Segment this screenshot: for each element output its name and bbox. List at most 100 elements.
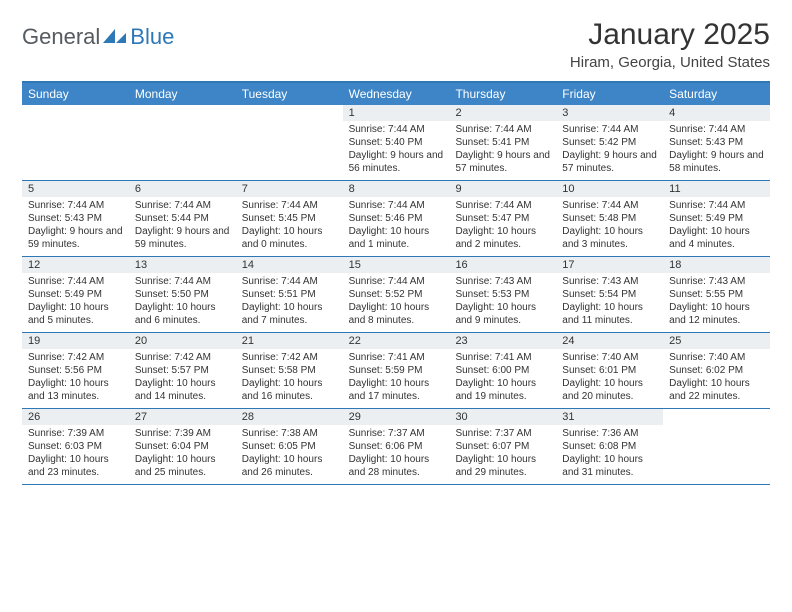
sunset-text: Sunset: 5:51 PM (242, 288, 337, 301)
day-body: Sunrise: 7:44 AMSunset: 5:42 PMDaylight:… (556, 121, 663, 180)
day-body: Sunrise: 7:38 AMSunset: 6:05 PMDaylight:… (236, 425, 343, 484)
day-cell (236, 105, 343, 180)
sunset-text: Sunset: 5:49 PM (669, 212, 764, 225)
day-cell (22, 105, 129, 180)
day-cell: 1Sunrise: 7:44 AMSunset: 5:40 PMDaylight… (343, 105, 450, 180)
day-cell: 6Sunrise: 7:44 AMSunset: 5:44 PMDaylight… (129, 181, 236, 256)
sunset-text: Sunset: 5:57 PM (135, 364, 230, 377)
day-body: Sunrise: 7:37 AMSunset: 6:07 PMDaylight:… (449, 425, 556, 484)
sunrise-text: Sunrise: 7:44 AM (28, 275, 123, 288)
logo-text-blue: Blue (130, 24, 174, 50)
day-number: 19 (22, 333, 129, 349)
day-cell: 5Sunrise: 7:44 AMSunset: 5:43 PMDaylight… (22, 181, 129, 256)
day-number: 29 (343, 409, 450, 425)
daylight-text: Daylight: 10 hours and 23 minutes. (28, 453, 123, 479)
day-cell: 26Sunrise: 7:39 AMSunset: 6:03 PMDayligh… (22, 409, 129, 484)
day-body: Sunrise: 7:40 AMSunset: 6:02 PMDaylight:… (663, 349, 770, 408)
day-header-sun: Sunday (22, 83, 129, 105)
day-number: 26 (22, 409, 129, 425)
sunset-text: Sunset: 5:53 PM (455, 288, 550, 301)
day-number: 14 (236, 257, 343, 273)
sunrise-text: Sunrise: 7:43 AM (669, 275, 764, 288)
day-body: Sunrise: 7:44 AMSunset: 5:43 PMDaylight:… (663, 121, 770, 180)
daylight-text: Daylight: 10 hours and 1 minute. (349, 225, 444, 251)
sunset-text: Sunset: 5:48 PM (562, 212, 657, 225)
day-body: Sunrise: 7:42 AMSunset: 5:58 PMDaylight:… (236, 349, 343, 408)
sunrise-text: Sunrise: 7:43 AM (455, 275, 550, 288)
daylight-text: Daylight: 9 hours and 56 minutes. (349, 149, 444, 175)
daylight-text: Daylight: 10 hours and 8 minutes. (349, 301, 444, 327)
daylight-text: Daylight: 10 hours and 17 minutes. (349, 377, 444, 403)
weeks-container: 1Sunrise: 7:44 AMSunset: 5:40 PMDaylight… (22, 105, 770, 485)
sunrise-text: Sunrise: 7:37 AM (455, 427, 550, 440)
day-cell: 19Sunrise: 7:42 AMSunset: 5:56 PMDayligh… (22, 333, 129, 408)
sunrise-text: Sunrise: 7:44 AM (349, 275, 444, 288)
day-number: 5 (22, 181, 129, 197)
day-body: Sunrise: 7:44 AMSunset: 5:52 PMDaylight:… (343, 273, 450, 332)
sunrise-text: Sunrise: 7:40 AM (669, 351, 764, 364)
daylight-text: Daylight: 10 hours and 12 minutes. (669, 301, 764, 327)
day-number: 8 (343, 181, 450, 197)
sunset-text: Sunset: 5:40 PM (349, 136, 444, 149)
day-body: Sunrise: 7:44 AMSunset: 5:48 PMDaylight:… (556, 197, 663, 256)
sunset-text: Sunset: 5:49 PM (28, 288, 123, 301)
day-number: 22 (343, 333, 450, 349)
daylight-text: Daylight: 10 hours and 20 minutes. (562, 377, 657, 403)
day-cell: 22Sunrise: 7:41 AMSunset: 5:59 PMDayligh… (343, 333, 450, 408)
day-number (663, 409, 770, 425)
day-number: 18 (663, 257, 770, 273)
sunrise-text: Sunrise: 7:44 AM (242, 275, 337, 288)
day-cell: 20Sunrise: 7:42 AMSunset: 5:57 PMDayligh… (129, 333, 236, 408)
day-number: 27 (129, 409, 236, 425)
sunset-text: Sunset: 6:08 PM (562, 440, 657, 453)
sunset-text: Sunset: 6:01 PM (562, 364, 657, 377)
day-cell: 2Sunrise: 7:44 AMSunset: 5:41 PMDaylight… (449, 105, 556, 180)
sunset-text: Sunset: 6:03 PM (28, 440, 123, 453)
day-body: Sunrise: 7:44 AMSunset: 5:50 PMDaylight:… (129, 273, 236, 332)
week-row: 19Sunrise: 7:42 AMSunset: 5:56 PMDayligh… (22, 333, 770, 409)
day-number: 31 (556, 409, 663, 425)
daylight-text: Daylight: 9 hours and 58 minutes. (669, 149, 764, 175)
day-cell: 7Sunrise: 7:44 AMSunset: 5:45 PMDaylight… (236, 181, 343, 256)
day-body: Sunrise: 7:43 AMSunset: 5:55 PMDaylight:… (663, 273, 770, 332)
day-cell: 30Sunrise: 7:37 AMSunset: 6:07 PMDayligh… (449, 409, 556, 484)
day-cell: 29Sunrise: 7:37 AMSunset: 6:06 PMDayligh… (343, 409, 450, 484)
sunset-text: Sunset: 6:04 PM (135, 440, 230, 453)
day-number: 21 (236, 333, 343, 349)
day-body: Sunrise: 7:41 AMSunset: 6:00 PMDaylight:… (449, 349, 556, 408)
day-cell: 12Sunrise: 7:44 AMSunset: 5:49 PMDayligh… (22, 257, 129, 332)
day-header-fri: Friday (556, 83, 663, 105)
week-row: 1Sunrise: 7:44 AMSunset: 5:40 PMDaylight… (22, 105, 770, 181)
day-number: 17 (556, 257, 663, 273)
day-body: Sunrise: 7:43 AMSunset: 5:53 PMDaylight:… (449, 273, 556, 332)
sunset-text: Sunset: 5:52 PM (349, 288, 444, 301)
day-number: 20 (129, 333, 236, 349)
day-body: Sunrise: 7:44 AMSunset: 5:40 PMDaylight:… (343, 121, 450, 180)
daylight-text: Daylight: 10 hours and 7 minutes. (242, 301, 337, 327)
day-number: 1 (343, 105, 450, 121)
daylight-text: Daylight: 10 hours and 14 minutes. (135, 377, 230, 403)
day-body: Sunrise: 7:39 AMSunset: 6:04 PMDaylight:… (129, 425, 236, 484)
sunset-text: Sunset: 5:58 PM (242, 364, 337, 377)
sunrise-text: Sunrise: 7:44 AM (135, 275, 230, 288)
day-cell: 13Sunrise: 7:44 AMSunset: 5:50 PMDayligh… (129, 257, 236, 332)
day-number: 11 (663, 181, 770, 197)
sunrise-text: Sunrise: 7:44 AM (349, 123, 444, 136)
month-title: January 2025 (570, 18, 770, 52)
daylight-text: Daylight: 10 hours and 9 minutes. (455, 301, 550, 327)
day-cell (663, 409, 770, 484)
day-number: 12 (22, 257, 129, 273)
daylight-text: Daylight: 9 hours and 59 minutes. (135, 225, 230, 251)
day-body: Sunrise: 7:43 AMSunset: 5:54 PMDaylight:… (556, 273, 663, 332)
day-body: Sunrise: 7:42 AMSunset: 5:56 PMDaylight:… (22, 349, 129, 408)
day-cell: 15Sunrise: 7:44 AMSunset: 5:52 PMDayligh… (343, 257, 450, 332)
sunset-text: Sunset: 5:54 PM (562, 288, 657, 301)
sunset-text: Sunset: 5:47 PM (455, 212, 550, 225)
sunrise-text: Sunrise: 7:40 AM (562, 351, 657, 364)
day-number: 25 (663, 333, 770, 349)
daylight-text: Daylight: 10 hours and 31 minutes. (562, 453, 657, 479)
day-body: Sunrise: 7:44 AMSunset: 5:51 PMDaylight:… (236, 273, 343, 332)
day-cell: 21Sunrise: 7:42 AMSunset: 5:58 PMDayligh… (236, 333, 343, 408)
sunset-text: Sunset: 5:42 PM (562, 136, 657, 149)
sunrise-text: Sunrise: 7:44 AM (562, 199, 657, 212)
